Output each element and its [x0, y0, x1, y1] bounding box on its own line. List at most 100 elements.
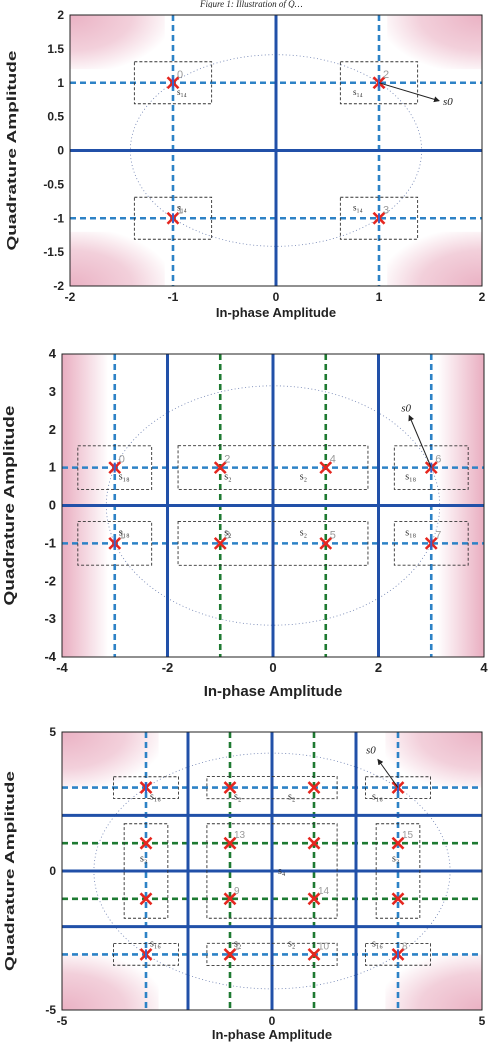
point-index-label: 2: [224, 454, 230, 466]
point-region-box: [133, 196, 213, 240]
group-region-box: [206, 823, 338, 919]
s0-label: s0: [366, 745, 376, 757]
group-label: s₁₆: [150, 792, 161, 803]
x-tick-label: 2: [375, 660, 382, 675]
y-axis-label: Quadrature Amplitude: [2, 771, 17, 971]
point-region-box: [339, 61, 419, 105]
plot-frame: [61, 353, 485, 658]
y-tick-label: -1: [44, 535, 56, 550]
point-index-label: 13: [234, 830, 246, 841]
group-label: s₁₈: [119, 472, 130, 483]
x-tick-label: -1: [168, 290, 179, 304]
x-tick-label: 0: [269, 660, 276, 675]
x-axis-label: In-phase Amplitude: [212, 1027, 332, 1042]
group-label: s₂: [288, 792, 295, 803]
point-index-label: 4: [330, 454, 336, 466]
x-tick-label: 4: [480, 660, 488, 675]
constellation-point: [223, 781, 237, 795]
x-tick-label: 1: [376, 290, 383, 304]
s0-arrow: [408, 414, 432, 468]
point-index-label: 2: [383, 69, 389, 81]
outlier-region-corner: [385, 732, 482, 788]
constellation-point: [223, 947, 237, 961]
point-index-label: 5: [330, 529, 336, 541]
constellation-point: [307, 781, 321, 795]
y-tick-label: 5: [49, 725, 56, 739]
group-label: s₃: [392, 853, 399, 864]
group-label: s₂: [234, 938, 241, 949]
point-region-box: [77, 521, 153, 566]
group-label: s₂: [288, 938, 295, 949]
outlier-region-corner: [70, 231, 165, 286]
y-tick-label: -3: [44, 611, 56, 626]
x-tick-label: -5: [57, 1014, 68, 1028]
plot-frame: [69, 14, 483, 287]
point-region-box: [112, 776, 179, 799]
constellation-point: [139, 836, 153, 850]
group-label: s₂: [300, 472, 307, 483]
s0-arrow: [377, 758, 399, 788]
group-label: s₂: [224, 472, 231, 483]
group-region-box: [123, 823, 169, 919]
point-region-box: [365, 943, 432, 966]
point-region-box: [365, 776, 432, 799]
point-index-label: 8: [402, 941, 408, 952]
y-tick-label: 1.5: [47, 42, 64, 56]
constellation-point: [213, 461, 227, 475]
point-index-label: 3: [224, 529, 230, 541]
group-label: s₁₄: [177, 202, 187, 212]
point-index-label: 6: [435, 454, 441, 466]
x-tick-label: 0: [269, 1014, 276, 1028]
point-index-label: 3: [383, 204, 389, 216]
y-axis-label: Quadrature Amplitude: [4, 51, 19, 251]
x-tick-label: -2: [162, 660, 174, 675]
s0-arrow: [378, 82, 440, 103]
group-label: s₂: [234, 792, 241, 803]
y-tick-label: 0: [49, 498, 56, 513]
point-index-label: 1: [119, 529, 125, 541]
y-tick-label: 1: [49, 460, 56, 475]
y-axis-label: Quadrature Amplitude: [1, 406, 18, 606]
outlier-region-corner: [387, 15, 482, 70]
constellation-point: [307, 836, 321, 850]
point-index-label: 0: [119, 454, 125, 466]
y-tick-label: 0.5: [47, 110, 64, 124]
outlier-region-corner: [387, 231, 482, 286]
outlier-region-corner: [62, 732, 159, 788]
group-region-box: [375, 823, 421, 919]
s0-label: s0: [401, 403, 411, 415]
x-axis-label: In-phase Amplitude: [216, 305, 336, 320]
y-tick-label: 2: [57, 8, 64, 22]
group-label: s₁₄: [353, 87, 363, 97]
group-label: s₂: [300, 527, 307, 538]
group-label: s₄: [278, 866, 286, 877]
group-region-box: [206, 776, 338, 800]
y-tick-label: -4: [44, 649, 56, 664]
point-index-label: 0: [177, 69, 183, 81]
y-tick-label: 1: [57, 76, 64, 90]
y-tick-label: 2: [49, 422, 56, 437]
point-index-label: 10: [318, 941, 330, 952]
group-label: s₁₈: [405, 472, 416, 483]
y-tick-label: -5: [45, 1003, 56, 1017]
constellation-point: [213, 536, 227, 550]
point-index-label: 1: [177, 204, 183, 216]
constellation-point: [391, 836, 405, 850]
point-index-label: 7: [435, 529, 441, 541]
group-label: s₁₆: [372, 792, 383, 803]
point-index-label: 14: [318, 886, 330, 897]
constellation-point: [391, 892, 405, 906]
plot-frame: [61, 731, 483, 1011]
y-tick-label: -2: [53, 279, 64, 293]
y-tick-label: -0.5: [43, 177, 64, 191]
y-tick-label: -1: [53, 211, 64, 225]
y-tick-label: 4: [49, 346, 57, 361]
group-label: s₃: [140, 853, 147, 864]
x-tick-label: -4: [56, 660, 68, 675]
outlier-region-corner: [62, 954, 159, 1010]
group-region-box: [177, 520, 369, 566]
